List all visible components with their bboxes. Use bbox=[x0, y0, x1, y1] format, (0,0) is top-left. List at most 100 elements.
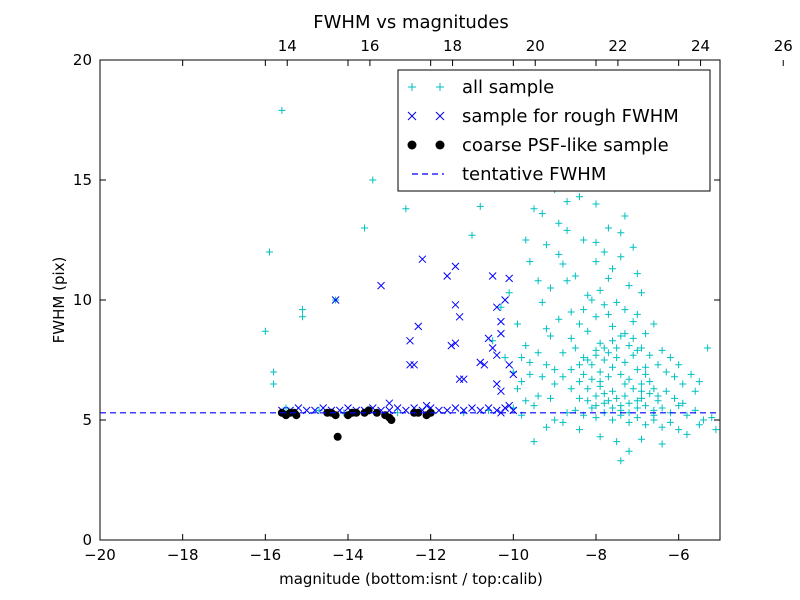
all-sample-point bbox=[679, 399, 687, 407]
rough-fwhm-point bbox=[497, 329, 505, 338]
all-sample-point bbox=[522, 236, 530, 244]
plot-frame bbox=[99, 59, 721, 541]
x-axis-label: magnitude (bottom:isnt / top:calib) bbox=[279, 570, 543, 588]
rough-fwhm-point bbox=[406, 336, 414, 345]
all-sample-point bbox=[522, 342, 530, 350]
all-sample-point bbox=[559, 418, 567, 426]
all-sample-point bbox=[489, 337, 497, 345]
all-sample-point bbox=[625, 447, 633, 455]
all-sample-point bbox=[580, 354, 588, 362]
rough-fwhm-point bbox=[422, 401, 431, 410]
rough-fwhm-point bbox=[451, 300, 460, 309]
all-sample-point bbox=[642, 363, 650, 371]
all-sample-point bbox=[642, 402, 650, 410]
legend-entry: sample for rough FWHM bbox=[407, 106, 679, 127]
all-sample-point bbox=[534, 392, 542, 400]
rough-fwhm-point bbox=[484, 404, 493, 412]
legend-psf-swatch bbox=[407, 140, 417, 150]
all-sample-point bbox=[596, 286, 604, 294]
all-sample-point bbox=[675, 426, 683, 434]
all-sample-point bbox=[600, 356, 608, 364]
all-sample-point bbox=[683, 430, 691, 438]
all-sample-point bbox=[600, 248, 608, 256]
legend-label: coarse PSF-like sample bbox=[462, 135, 669, 156]
top-tick-label: 14 bbox=[278, 37, 297, 55]
all-sample-point bbox=[671, 394, 679, 402]
psf-like-point bbox=[372, 408, 381, 417]
all-sample-point bbox=[526, 358, 534, 366]
all-sample-point bbox=[633, 346, 641, 354]
all-sample-point bbox=[629, 318, 637, 326]
all-sample-point bbox=[584, 291, 592, 299]
all-sample-point bbox=[633, 270, 641, 278]
all-sample-point bbox=[621, 392, 629, 400]
x-tick-label: −20 bbox=[84, 546, 116, 564]
rough-fwhm-point bbox=[488, 344, 497, 352]
all-sample-point bbox=[278, 106, 286, 114]
all-sample-point bbox=[596, 368, 604, 376]
all-sample-point bbox=[675, 361, 683, 369]
all-sample-point bbox=[712, 426, 720, 434]
rough-fwhm-point bbox=[484, 334, 493, 343]
all-sample-point bbox=[584, 385, 592, 393]
all-sample-point bbox=[270, 380, 278, 388]
all-sample-point bbox=[625, 375, 633, 383]
all-sample-point bbox=[505, 289, 513, 297]
all-sample-point bbox=[642, 421, 650, 429]
all-sample-point bbox=[518, 378, 526, 386]
all-sample-point bbox=[530, 205, 538, 213]
legend-entry: tentative FWHM bbox=[412, 164, 606, 185]
all-sample-point bbox=[592, 258, 600, 266]
psf-like-point bbox=[333, 432, 342, 441]
all-sample-point bbox=[542, 423, 550, 431]
all-sample-point bbox=[609, 265, 617, 273]
all-sample-point bbox=[679, 380, 687, 388]
all-sample-point bbox=[666, 354, 674, 362]
all-sample-point bbox=[534, 349, 542, 357]
all-sample-point bbox=[538, 210, 546, 218]
all-sample-point bbox=[609, 322, 617, 330]
all-sample-point bbox=[596, 433, 604, 441]
all-sample-point bbox=[666, 418, 674, 426]
psf-like-point bbox=[387, 416, 396, 424]
all-sample-point bbox=[596, 378, 604, 386]
all-sample-point bbox=[613, 354, 621, 362]
all-sample-point bbox=[600, 399, 608, 407]
all-sample-point bbox=[513, 385, 521, 393]
all-sample-point bbox=[555, 219, 563, 227]
all-sample-point bbox=[530, 402, 538, 410]
rough-fwhm-point bbox=[393, 404, 402, 412]
all-sample-point bbox=[629, 351, 637, 359]
all-sample-point bbox=[699, 416, 707, 424]
all-sample-point bbox=[571, 272, 579, 280]
all-sample-point bbox=[468, 231, 476, 239]
all-sample-point bbox=[547, 394, 555, 402]
all-sample-point bbox=[683, 411, 691, 419]
all-sample-point bbox=[501, 354, 509, 362]
y-tick-label: 5 bbox=[82, 411, 92, 429]
all-sample-point bbox=[299, 306, 307, 314]
all-sample-point bbox=[600, 344, 608, 352]
all-sample-point bbox=[633, 310, 641, 318]
all-sample-point bbox=[662, 387, 670, 395]
all-sample-point bbox=[658, 440, 666, 448]
all-sample-point bbox=[580, 306, 588, 314]
legend-label: all sample bbox=[462, 77, 554, 98]
x-tick-label: −8 bbox=[585, 546, 607, 564]
all-sample-point bbox=[621, 380, 629, 388]
all-sample-point bbox=[567, 334, 575, 342]
chart-title: FWHM vs magnitudes bbox=[313, 12, 508, 33]
all-sample-point bbox=[547, 332, 555, 340]
all-sample-point bbox=[609, 363, 617, 371]
all-sample-point bbox=[542, 361, 550, 369]
all-sample-point bbox=[571, 344, 579, 352]
all-sample-point bbox=[646, 390, 654, 398]
all-sample-point bbox=[609, 387, 617, 395]
psf-like-point bbox=[414, 408, 423, 417]
all-sample-point bbox=[542, 325, 550, 333]
all-sample-point bbox=[575, 193, 583, 201]
all-sample-point bbox=[575, 320, 583, 328]
rough-fwhm-point bbox=[377, 281, 385, 290]
all-sample-point bbox=[687, 370, 695, 378]
